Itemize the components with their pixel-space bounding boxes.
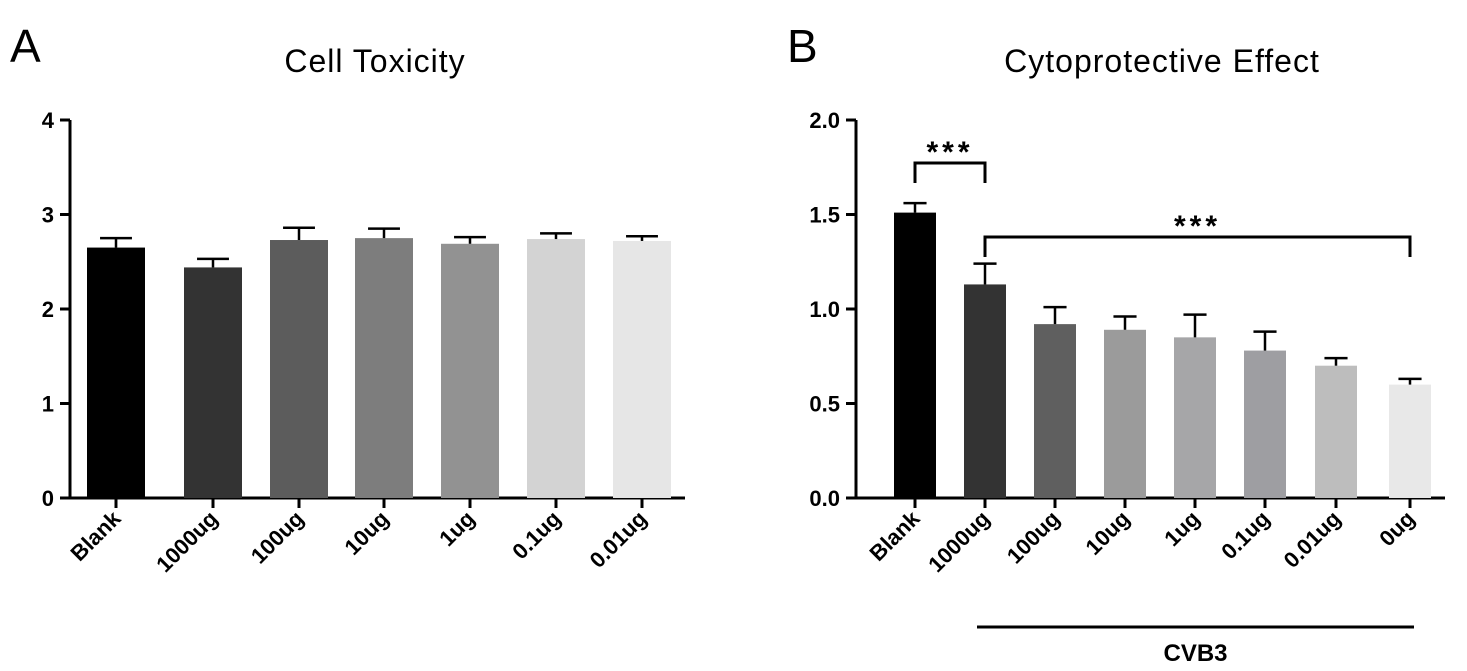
bars-b bbox=[894, 212, 1431, 499]
x-category-label: 10ug bbox=[1081, 506, 1135, 560]
y-ticks-a: 0 1 2 3 4 bbox=[42, 108, 70, 511]
y-tick-label: 1.0 bbox=[809, 297, 840, 322]
significance-brackets: *** *** bbox=[913, 136, 1412, 257]
bar bbox=[613, 240, 671, 498]
chart-title-a: Cell Toxicity bbox=[284, 43, 465, 79]
chart-title-b: Cytoprotective Effect bbox=[1004, 43, 1320, 79]
panel-a: A Cell Toxicity 0 1 2 3 4 Blank 1000ug 100ug 10… bbox=[10, 20, 685, 577]
x-category-label: 0.01ug bbox=[585, 506, 652, 573]
y-tick-label: 0.5 bbox=[809, 392, 840, 417]
x-category-label: 0.01ug bbox=[1279, 506, 1346, 573]
panel-b: B Cytoprotective Effect 0.00.51.01.52.0 … bbox=[787, 20, 1445, 667]
x-category-label: Blank bbox=[864, 505, 925, 566]
significance-label: *** bbox=[1174, 210, 1221, 243]
bars-a bbox=[87, 238, 671, 498]
error-bars-a bbox=[100, 226, 658, 268]
significance-bracket bbox=[913, 161, 987, 183]
bar bbox=[184, 267, 242, 498]
y-tick-label: 2 bbox=[42, 297, 54, 322]
error-bars-b bbox=[903, 201, 1422, 385]
panel-letter-b: B bbox=[787, 20, 818, 72]
bar bbox=[527, 239, 585, 498]
x-category-label: Blank bbox=[65, 505, 126, 566]
group-bracket: CVB3 bbox=[977, 625, 1414, 667]
x-category-label: 1000ug bbox=[151, 506, 222, 577]
y-tick-label: 4 bbox=[42, 108, 55, 133]
bar bbox=[964, 284, 1006, 498]
y-tick-label: 0.0 bbox=[809, 486, 840, 511]
x-category-label: 100ug bbox=[1002, 506, 1065, 569]
y-tick-label: 2.0 bbox=[809, 108, 840, 133]
x-labels-a: Blank 1000ug 100ug 10ug 1ug 0.1ug 0.01ug bbox=[65, 498, 652, 577]
x-category-label: 1ug bbox=[1159, 506, 1204, 551]
x-category-label: 0.1ug bbox=[507, 506, 565, 564]
y-ticks-b: 0.0 0.5 1.0 1.5 2.0 bbox=[809, 108, 856, 511]
y-tick-label: 0 bbox=[42, 486, 54, 511]
bar bbox=[1034, 324, 1076, 498]
bar bbox=[1174, 337, 1216, 498]
significance-bracket bbox=[983, 235, 1412, 257]
panel-letter-a: A bbox=[10, 20, 41, 72]
bar bbox=[87, 247, 145, 498]
group-label: CVB3 bbox=[1163, 640, 1227, 667]
bar bbox=[1104, 329, 1146, 498]
y-tick-label: 1 bbox=[42, 392, 54, 417]
bar bbox=[1315, 365, 1357, 498]
x-category-label: 1ug bbox=[434, 506, 479, 551]
x-category-label: 0.1ug bbox=[1216, 506, 1274, 564]
bar bbox=[441, 243, 499, 498]
bar bbox=[270, 240, 328, 498]
bar bbox=[894, 212, 936, 499]
x-category-label: 0ug bbox=[1374, 506, 1419, 551]
bar bbox=[1244, 350, 1286, 498]
y-tick-label: 1.5 bbox=[809, 203, 840, 228]
significance-label: *** bbox=[926, 136, 973, 169]
x-category-label: 1000ug bbox=[923, 506, 994, 577]
x-category-label: 100ug bbox=[246, 506, 309, 569]
bar bbox=[1389, 384, 1431, 498]
bar bbox=[355, 238, 413, 498]
y-tick-label: 3 bbox=[42, 203, 54, 228]
x-category-label: 10ug bbox=[340, 506, 394, 560]
